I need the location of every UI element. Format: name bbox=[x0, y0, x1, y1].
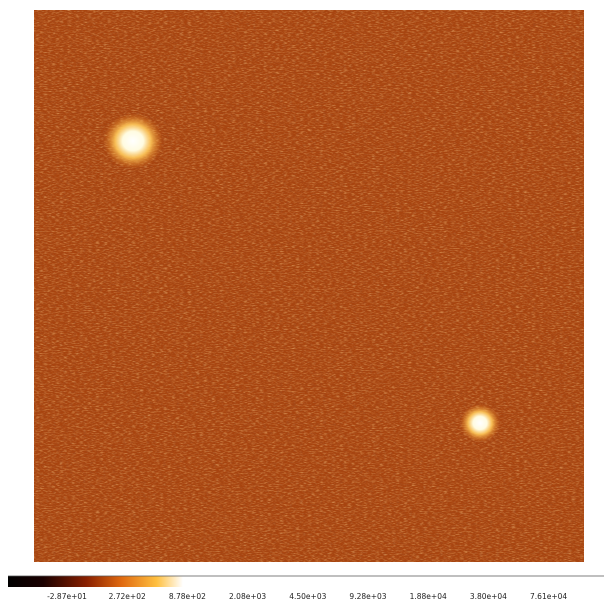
colorbar-tick-label: 1.88e+04 bbox=[410, 592, 447, 601]
source-blob bbox=[103, 113, 163, 169]
colorbar-tick-label: -2.87e+01 bbox=[47, 592, 87, 601]
colorbar-tick-label: 2.08e+03 bbox=[229, 592, 266, 601]
colorbar-tick-label: 3.80e+04 bbox=[470, 592, 507, 601]
source-blob bbox=[460, 404, 500, 442]
colorbar bbox=[8, 576, 183, 587]
colorbar-tick-label: 7.61e+04 bbox=[530, 592, 567, 601]
colorbar-tick-label: 8.78e+02 bbox=[169, 592, 206, 601]
colorbar-tick-label: 9.28e+03 bbox=[349, 592, 386, 601]
sky-image bbox=[34, 10, 584, 562]
colorbar-tick-label: 4.50e+03 bbox=[289, 592, 326, 601]
colorbar-tick-label: 2.72e+02 bbox=[109, 592, 146, 601]
colorbar-ticks: -2.87e+01 2.72e+02 8.78e+02 2.08e+03 4.50e+0… bbox=[47, 592, 567, 601]
image-noise bbox=[34, 10, 584, 562]
